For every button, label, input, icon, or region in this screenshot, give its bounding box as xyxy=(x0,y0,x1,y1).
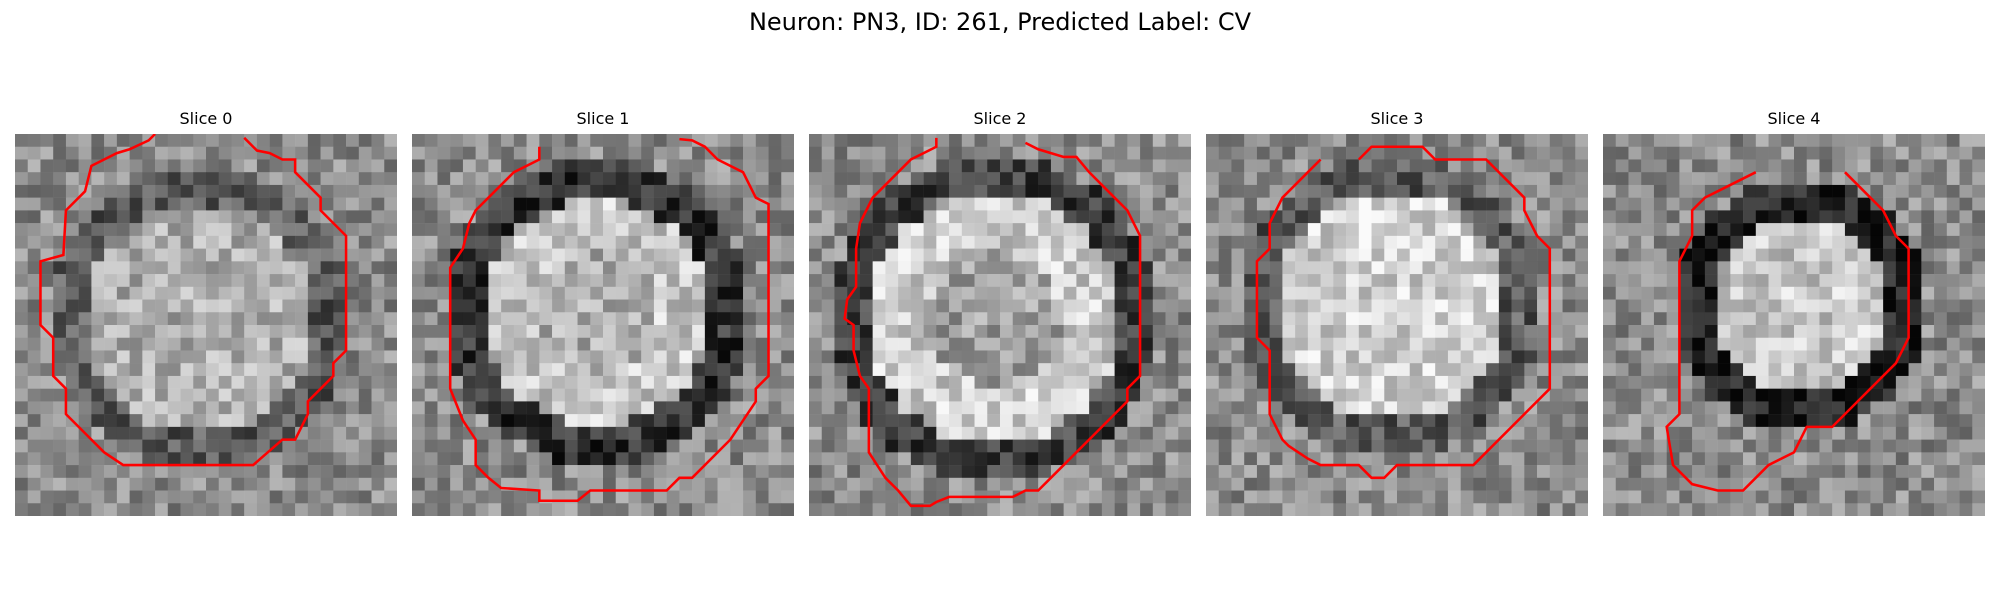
slice-3-title: Slice 3 xyxy=(1370,109,1424,128)
slice-1-title: Slice 1 xyxy=(576,109,630,128)
slice-4-contour xyxy=(1665,171,1910,492)
slice-2-contour xyxy=(843,137,1142,508)
slice-4-image xyxy=(1603,134,1985,516)
slice-3-image xyxy=(1206,134,1588,516)
slice-0-title: Slice 0 xyxy=(179,109,233,128)
slice-1-contour xyxy=(448,137,770,502)
figure-title: Neuron: PN3, ID: 261, Predicted Label: C… xyxy=(748,8,1252,36)
slice-2-image xyxy=(809,134,1191,516)
slice-0-contour xyxy=(39,134,348,467)
slice-2-title: Slice 2 xyxy=(973,109,1027,128)
slice-0-image xyxy=(15,134,397,516)
slice-1-image xyxy=(412,134,794,516)
slice-4-title: Slice 4 xyxy=(1767,109,1821,128)
slice-3-contour xyxy=(1255,145,1552,480)
